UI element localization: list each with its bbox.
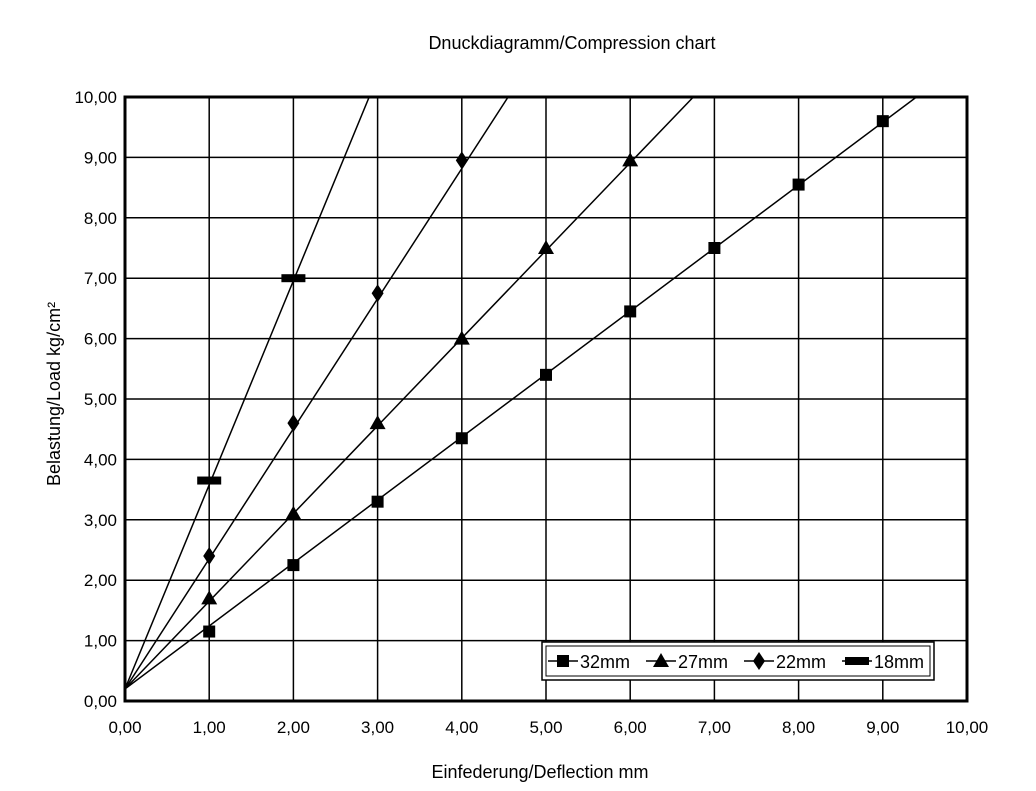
- marker-32mm: [540, 368, 552, 381]
- series-line-18mm: [125, 97, 370, 690]
- marker-32mm: [876, 115, 889, 128]
- y-tick-label: 8,00: [84, 209, 117, 228]
- y-tick-label: 9,00: [84, 148, 117, 167]
- marker-27mm: [453, 330, 470, 345]
- marker-32mm: [792, 178, 805, 191]
- y-tick-label: 10,00: [74, 88, 117, 107]
- x-tick-label: 3,00: [361, 718, 394, 737]
- x-tick-label: 9,00: [866, 718, 899, 737]
- marker-22mm: [455, 151, 468, 170]
- y-axis-label: Belastung/Load kg/cm²: [44, 302, 64, 486]
- marker-27mm: [201, 590, 218, 605]
- y-tick-label: 7,00: [84, 269, 117, 288]
- marker-18mm: [281, 274, 306, 283]
- y-tick-label: 6,00: [84, 330, 117, 349]
- y-tick-label: 3,00: [84, 511, 117, 530]
- x-tick-label: 8,00: [782, 718, 815, 737]
- marker-27mm: [538, 240, 554, 254]
- legend-label-27mm: 27mm: [678, 652, 728, 672]
- x-tick-label: 5,00: [529, 718, 562, 737]
- y-tick-label: 4,00: [84, 450, 117, 469]
- marker-27mm: [622, 152, 639, 167]
- legend-marker-22mm: [753, 652, 765, 670]
- x-tick-label: 1,00: [193, 718, 226, 737]
- series-markers: [197, 115, 889, 638]
- marker-27mm: [369, 415, 386, 430]
- marker-32mm: [455, 432, 468, 445]
- series-line-32mm: [125, 97, 917, 690]
- marker-32mm: [203, 625, 216, 638]
- legend-marker-32mm: [557, 655, 569, 667]
- marker-22mm: [287, 414, 300, 433]
- marker-22mm: [371, 284, 384, 303]
- marker-32mm: [708, 242, 721, 254]
- tick-labels: 0,00 1,00 2,00 3,00 4,00 5,00 6,00 7,00 8,00 9,00…: [74, 88, 988, 737]
- chart-title: Dnuckdiagramm/Compression chart: [428, 33, 715, 53]
- legend: 32mm 27mm 22mm 18mm: [541, 641, 935, 681]
- legend-label-32mm: 32mm: [580, 652, 630, 672]
- y-tick-label: 0,00: [84, 692, 117, 711]
- plot-frame: [123, 95, 969, 703]
- y-tick-label: 2,00: [84, 571, 117, 590]
- series-lines: [125, 97, 917, 690]
- x-tick-label: 4,00: [445, 718, 478, 737]
- legend-marker-27mm: [653, 653, 669, 667]
- x-tick-label: 7,00: [698, 718, 731, 737]
- marker-22mm: [203, 547, 216, 566]
- x-tick-label: 2,00: [277, 718, 310, 737]
- x-tick-label: 0,00: [108, 718, 141, 737]
- grid: [125, 97, 967, 701]
- x-axis-label: Einfederung/Deflection mm: [431, 762, 648, 782]
- legend-box: [541, 641, 935, 681]
- x-tick-label: 6,00: [614, 718, 647, 737]
- marker-32mm: [624, 305, 637, 318]
- legend-label-18mm: 18mm: [874, 652, 924, 672]
- legend-marker-18mm: [845, 657, 869, 665]
- marker-27mm: [285, 505, 302, 520]
- series-line-22mm: [125, 97, 509, 690]
- series-line-27mm: [125, 97, 694, 690]
- marker-18mm: [197, 476, 222, 485]
- y-tick-label: 1,00: [84, 632, 117, 651]
- legend-inner-box: [545, 645, 931, 677]
- marker-32mm: [371, 495, 384, 508]
- y-tick-label: 5,00: [84, 390, 117, 409]
- x-tick-label: 10,00: [946, 718, 989, 737]
- marker-32mm: [287, 559, 300, 572]
- legend-label-22mm: 22mm: [776, 652, 826, 672]
